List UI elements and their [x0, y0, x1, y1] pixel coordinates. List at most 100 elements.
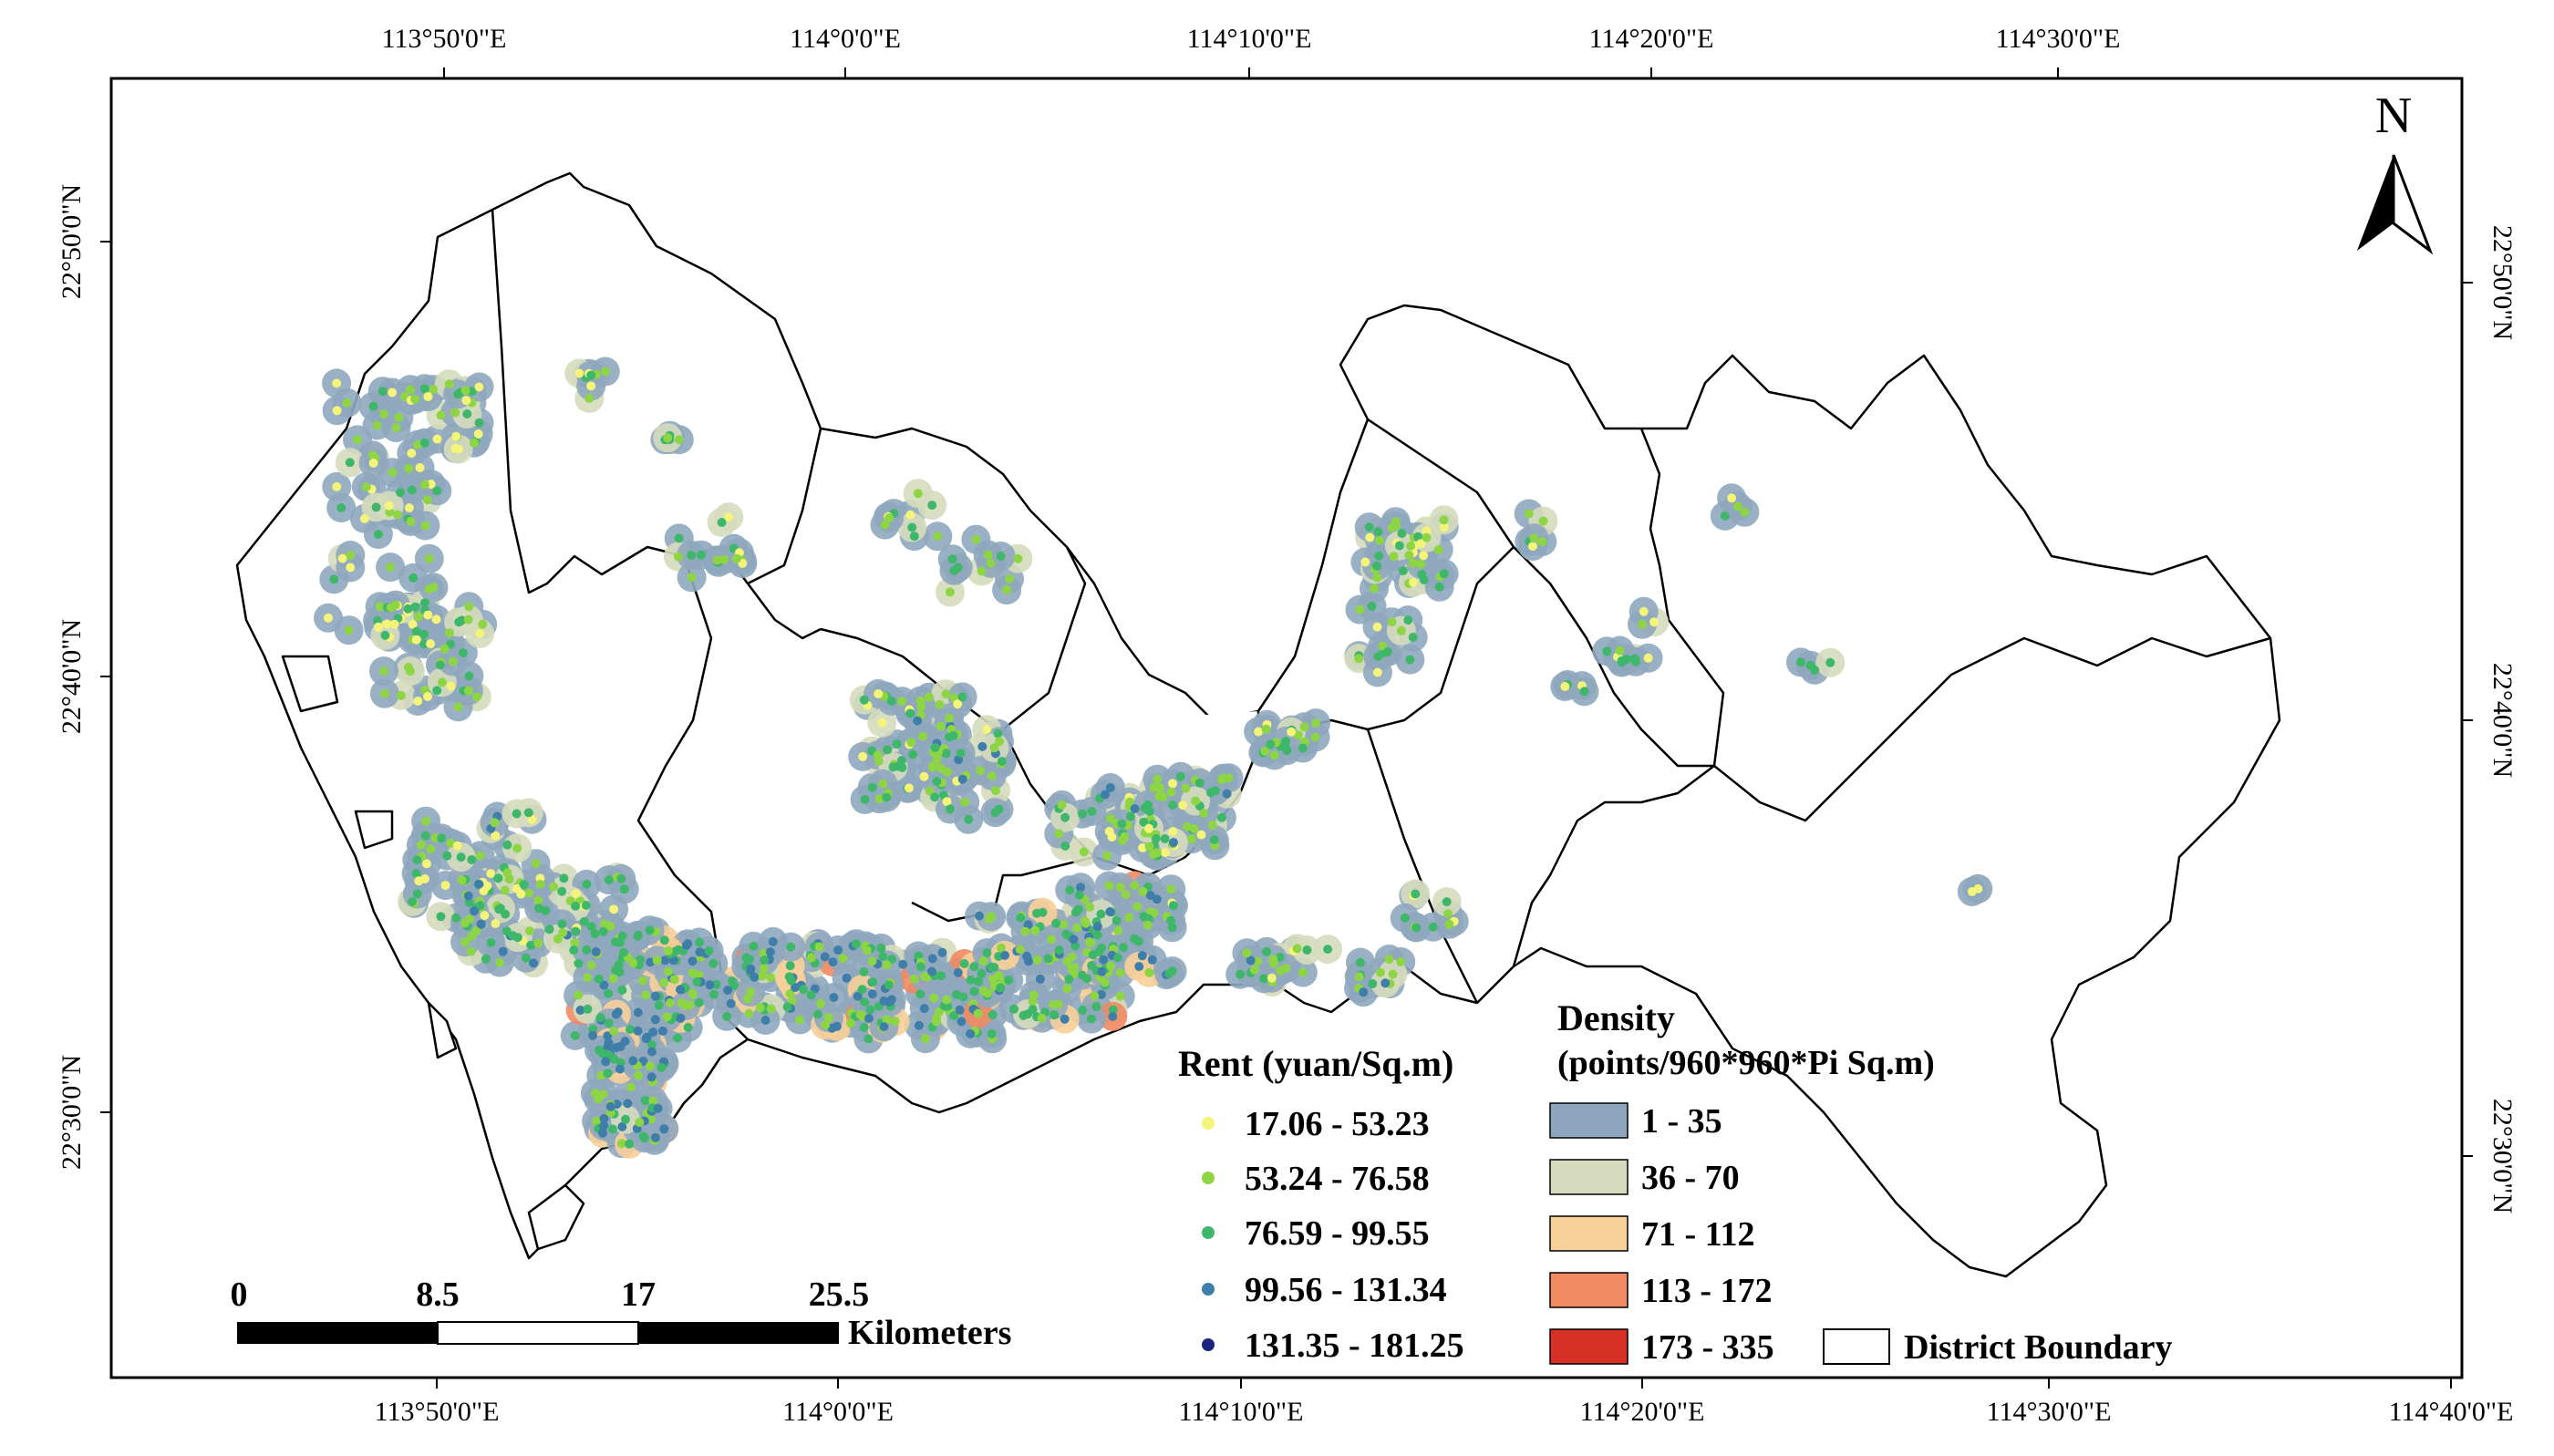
rent-point — [421, 816, 431, 826]
rent-point — [583, 1004, 593, 1014]
rent-point — [909, 532, 919, 542]
rent-point — [1355, 604, 1365, 614]
rent-point — [571, 926, 581, 936]
rent-point — [898, 959, 908, 969]
rent-point — [1439, 522, 1449, 532]
density-swatch — [1549, 1159, 1629, 1195]
rent-point — [471, 692, 481, 702]
rent-point — [1727, 493, 1737, 503]
rent-point — [1105, 813, 1115, 823]
rent-point — [915, 989, 925, 999]
rent-point — [1094, 947, 1104, 957]
density-swatch — [1549, 1102, 1629, 1139]
rent-point — [1091, 1002, 1101, 1011]
rent-point — [579, 916, 589, 926]
rent-point — [946, 804, 955, 814]
rent-point — [990, 808, 1000, 818]
rent-point — [385, 507, 395, 517]
rent-point — [439, 644, 450, 654]
rent-point — [820, 952, 830, 962]
rent-point — [695, 937, 705, 947]
rent-point — [406, 666, 415, 676]
rent-point — [1384, 955, 1394, 964]
rent-point — [966, 975, 976, 985]
rent-point — [657, 1063, 667, 1072]
rent-point — [1292, 944, 1302, 954]
bottom-tick-label: 114°30'0"E — [1987, 1397, 2112, 1427]
rent-point — [533, 938, 543, 948]
rent-point — [371, 502, 381, 512]
scale-label: 8.5 — [416, 1275, 460, 1314]
rent-point — [768, 936, 778, 946]
rent-point — [927, 954, 937, 964]
rent-point — [1374, 551, 1384, 561]
rent-point — [991, 786, 1000, 796]
rent-point — [599, 980, 609, 990]
rent-point — [829, 993, 839, 1002]
rent-point — [637, 976, 647, 986]
rent-point — [645, 925, 655, 935]
rent-point — [1060, 812, 1070, 822]
rent-point — [1004, 976, 1014, 985]
rent-point — [1529, 533, 1539, 543]
rent-point — [442, 851, 452, 861]
rent-point — [1310, 732, 1320, 742]
top-tick-label: 114°0'0"E — [790, 24, 901, 54]
rent-point — [648, 1027, 658, 1037]
rent-point — [1144, 842, 1154, 852]
rent-point — [603, 1069, 613, 1079]
rent-point — [650, 1132, 660, 1142]
rent-point — [604, 1018, 614, 1028]
rent-point — [595, 1045, 605, 1055]
rent-point — [897, 697, 907, 707]
rent-point — [659, 1124, 669, 1134]
rent-point — [1139, 817, 1149, 827]
rent-point — [1266, 739, 1276, 749]
rent-point — [1387, 617, 1397, 627]
rent-point — [1046, 935, 1056, 945]
rent-point — [930, 792, 940, 802]
rent-point — [420, 598, 429, 608]
rent-point — [1622, 655, 1632, 664]
rent-point — [470, 906, 479, 916]
rent-point — [1092, 930, 1102, 940]
rent-point — [1528, 542, 1537, 552]
rent-point — [969, 962, 979, 972]
rent-point — [1152, 894, 1162, 904]
density-class-label: 173 - 335 — [1641, 1328, 1774, 1367]
rent-point — [375, 602, 385, 612]
rent-point — [426, 639, 436, 649]
rent-point — [657, 1026, 667, 1036]
rent-point — [1209, 835, 1219, 845]
rent-point — [1130, 804, 1140, 813]
rent-point — [368, 459, 378, 468]
rent-point — [1442, 897, 1452, 907]
rent-legend-title: Rent (yuan/Sq.m) — [1178, 1043, 1453, 1084]
bottom-tick-label: 113°50'0"E — [375, 1397, 500, 1427]
rent-point — [516, 889, 526, 899]
rent-point — [858, 751, 868, 761]
rent-point — [987, 1028, 997, 1038]
rent-point — [512, 843, 522, 853]
rent-point — [471, 926, 481, 935]
rent-point — [361, 482, 371, 491]
rent-point — [1175, 771, 1185, 781]
rent-point — [495, 957, 504, 967]
rent-point — [1124, 913, 1134, 923]
rent-point — [410, 394, 420, 404]
rent-point — [512, 809, 522, 819]
rent-point — [1411, 923, 1422, 933]
rent-point — [1096, 909, 1106, 919]
rent-point — [1246, 955, 1256, 966]
rent-swatch — [1202, 1283, 1215, 1296]
rent-point — [1394, 541, 1404, 551]
rent-point — [1281, 964, 1291, 973]
rent-point — [1261, 724, 1271, 734]
rent-point — [1023, 920, 1033, 930]
rent-point — [905, 708, 915, 718]
rent-point — [380, 630, 390, 640]
rent-point — [949, 1011, 958, 1020]
rent-point — [420, 521, 430, 531]
rent-point — [676, 985, 685, 995]
rent-point — [1275, 952, 1285, 962]
